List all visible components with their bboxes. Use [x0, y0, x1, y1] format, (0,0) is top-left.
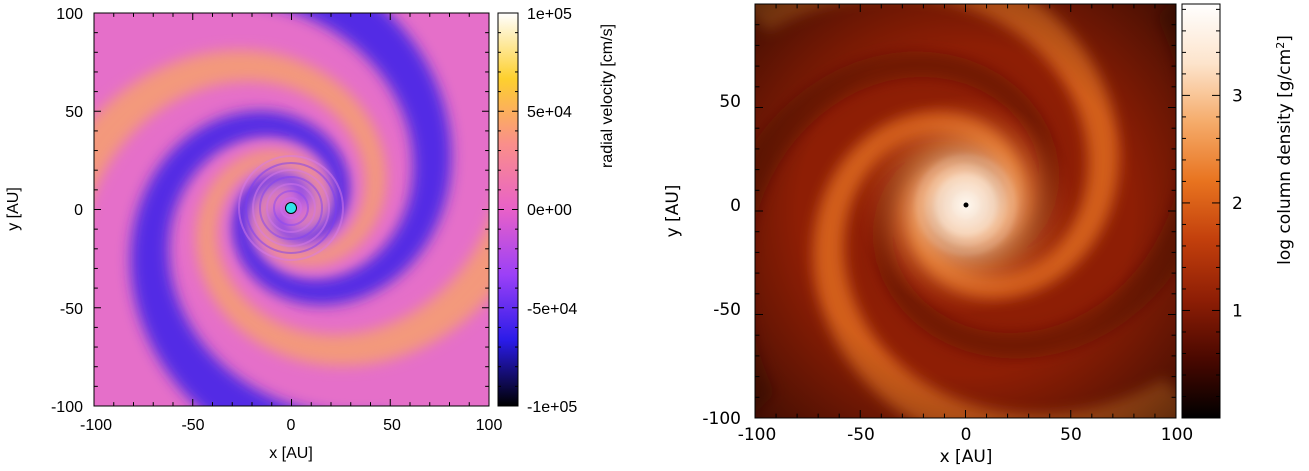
y-axis-label: y [AU]	[663, 185, 683, 238]
y-tick-labels: 100 50 0 -50 -100	[51, 6, 83, 416]
colorbar-tick-label: 1e+05	[527, 6, 572, 23]
colorbar-tick-labels: 1e+05 5e+04 0e+00 -5e+04 -1e+05	[527, 6, 577, 416]
column-density-map	[755, 4, 1176, 418]
colorbar	[1181, 3, 1221, 419]
x-axis-label: x [AU]	[269, 445, 313, 462]
colorbar-tick-label: 1	[1232, 302, 1243, 322]
x-tick-label: -50	[847, 425, 875, 445]
inner-ring	[238, 155, 344, 261]
negative-velocity-arm	[130, 111, 351, 406]
colorbar-tick-label: 5e+04	[527, 104, 572, 121]
y-tick-labels: 50 0 -50 -100	[702, 92, 741, 429]
negative-velocity-arm	[231, 13, 452, 305]
colorbar-label: log column density [g/cm2]	[1274, 35, 1296, 265]
positive-velocity-arm	[195, 150, 489, 366]
colorbar-label-end: ]	[1275, 35, 1295, 42]
colorbar-tick-label: 0e+00	[527, 202, 572, 219]
colorbar-label-sup: 2	[1274, 42, 1287, 49]
radial-velocity-map	[94, 13, 489, 406]
x-tick-label: -100	[738, 425, 777, 445]
sink-particle-marker	[285, 202, 297, 214]
x-tick-label: 50	[1060, 425, 1082, 445]
colorbar-tick-label: -5e+04	[527, 301, 577, 318]
inner-ring	[245, 162, 337, 254]
x-tick-label: -50	[181, 417, 204, 434]
colorbar-tick-label: 3	[1232, 86, 1243, 106]
x-tick-label: 0	[961, 425, 972, 445]
colorbar-tick-labels: 1 2 3	[1232, 86, 1243, 321]
sink-particle-marker	[963, 202, 969, 208]
colorbar-label-main: log column density [g/cm	[1275, 49, 1295, 265]
x-axis-label: x [AU]	[940, 447, 993, 467]
colorbar-tick-label: 2	[1232, 194, 1243, 214]
x-tick-label: 0	[287, 417, 296, 434]
positive-velocity-arm	[94, 50, 387, 266]
x-tick-label: 50	[383, 417, 401, 434]
y-tick-label: -100	[51, 399, 83, 416]
y-tick-label: 100	[56, 6, 83, 23]
column-density-panel: 50 0 -50 -100 -100 -50 0 50 100 x [AU] y…	[663, 3, 1296, 467]
x-tick-labels: -100 -50 0 50 100	[738, 425, 1194, 445]
y-tick-label: 50	[719, 92, 741, 112]
y-tick-label: 50	[65, 104, 83, 121]
y-tick-label: -50	[713, 300, 741, 320]
x-tick-label: -100	[80, 417, 112, 434]
x-tick-label: 100	[1161, 425, 1193, 445]
y-tick-label: 0	[730, 196, 741, 216]
radial-velocity-panel: 100 50 0 -50 -100 -100 -50 0 50 100 x [A…	[5, 6, 616, 462]
y-tick-label: 0	[74, 202, 83, 219]
y-tick-label: -100	[702, 409, 741, 429]
colorbar-tick-label: -1e+05	[527, 399, 577, 416]
x-tick-labels: -100 -50 0 50 100	[80, 417, 502, 434]
y-axis-label: y [AU]	[5, 187, 22, 231]
y-tick-label: -50	[60, 301, 83, 318]
x-tick-label: 100	[476, 417, 503, 434]
colorbar-label: radial velocity [cm/s]	[599, 24, 616, 168]
